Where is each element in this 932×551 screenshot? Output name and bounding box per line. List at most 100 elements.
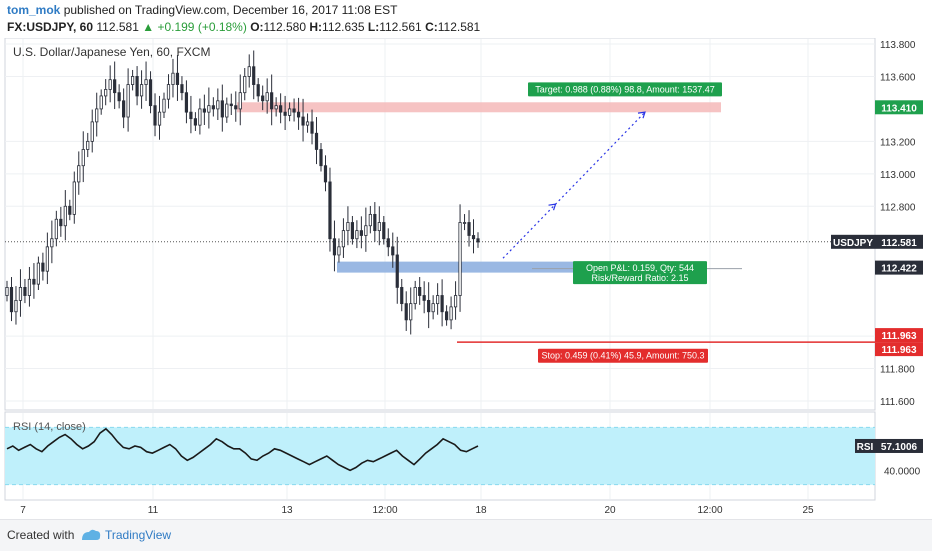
candle [126,68,130,132]
candle [175,55,180,101]
y-tick-label: 111.800 [880,365,915,376]
candle [153,93,157,137]
candle [27,266,32,307]
candle [261,85,265,111]
x-tick-label: 12:00 [697,505,722,516]
candle [162,92,166,118]
candle [377,206,381,246]
candle [198,98,202,135]
candle [418,277,422,305]
symbol-label-text: USDJPY [833,238,873,249]
price-label: 112.581 [875,234,923,249]
candle [382,216,386,245]
candle [9,277,14,322]
candle [265,78,269,114]
price-label: 113.410 [875,100,923,115]
candle [305,113,310,133]
stop-label-text: Stop: 0.459 (0.41%) 45.9, Amount: 750.3 [541,351,704,361]
tradingview-brand[interactable]: TradingView [105,528,172,542]
candle [135,66,139,106]
rsi-name-text: RSI [857,442,874,453]
symbol-label: USDJPY [831,234,875,249]
target-label[interactable]: Target: 0.988 (0.88%) 98.8, Amount: 1537… [528,82,722,97]
rsi-line[interactable] [6,427,479,472]
candle [5,280,9,302]
open-value: 112.580 [263,20,307,34]
y-tick-label: 113.000 [880,170,916,181]
x-tick-label: 13 [281,505,293,516]
candle [440,279,444,327]
x-tick-label: 7 [20,505,26,516]
projection-path[interactable] [502,111,646,259]
candle [23,278,27,304]
candle [171,58,175,98]
low-label: L: [367,20,380,34]
time-axis[interactable]: 7 11 13 12:00 18 20 12:00 25 [20,505,814,516]
candle [436,283,440,315]
candle [229,93,233,116]
candle [113,61,117,110]
candle [90,109,94,153]
candle [243,68,247,101]
price-label-text: 111.963 [881,331,916,342]
projection-line[interactable] [502,111,646,259]
candle [81,131,85,183]
candle [270,74,274,126]
author-link[interactable]: tom_mok [7,3,61,17]
x-tick-label: 18 [475,505,487,516]
symbol-line: FX:USDJPY, 60 112.581 ▲ +0.199 (+0.18%) … [7,20,480,34]
symbol-name[interactable]: FX:USDJPY, 60 [7,20,94,34]
candle [211,97,215,117]
chart-area[interactable]: U.S. Dollar/Japanese Yen, 60, FXCM Targe… [0,38,932,519]
candle [63,190,67,241]
candle [144,61,148,101]
target-zone[interactable] [237,102,721,113]
stop-label[interactable]: Stop: 0.459 (0.41%) 45.9, Amount: 750.3 [538,348,708,363]
open-pl-text: Open P&L: 0.159, Qty: 544 [586,263,694,273]
candle [41,252,45,281]
candle [413,280,417,310]
price-label: 111.963 [875,342,923,357]
candle [310,109,314,145]
candle [157,95,162,140]
close-label: C: [425,20,438,34]
low-value: 112.561 [379,20,422,34]
price-label-text: 112.581 [881,238,917,249]
candle [359,216,363,249]
candle [50,220,54,264]
candle [95,92,99,137]
candle [458,204,462,312]
arrow-head-mid-icon [548,203,557,211]
candle-series[interactable] [5,50,480,335]
footer: Created with TradingView [0,519,932,551]
x-tick-label: 25 [802,505,814,516]
entry-zone[interactable] [337,261,613,273]
candle [400,278,404,312]
candle [337,238,341,263]
candle [122,88,126,129]
rsi-axis[interactable]: 40.0000 RSI 57.1006 [855,438,923,477]
candle [328,167,332,252]
candle [220,84,224,132]
candle [427,282,431,329]
candle [395,236,399,304]
tradingview-logo-icon[interactable] [80,528,102,542]
candle [256,78,260,102]
last-price: 112.581 [96,20,139,34]
candle [292,98,296,122]
candle [476,232,480,248]
candle [216,88,220,121]
candle [319,142,323,172]
candle [148,71,153,114]
y-tick-label: 113.200 [880,137,916,148]
candle [14,286,18,325]
candle [301,98,305,142]
y-tick-label: 112.800 [880,202,916,213]
candle [287,102,292,122]
candle [45,232,49,285]
position-label[interactable]: Open P&L: 0.159, Qty: 544 Risk/Reward Ra… [573,261,707,285]
x-tick-label: 20 [604,505,616,516]
candle [373,202,377,242]
price-change: ▲ +0.199 (+0.18%) [142,20,247,34]
candle [350,216,355,245]
